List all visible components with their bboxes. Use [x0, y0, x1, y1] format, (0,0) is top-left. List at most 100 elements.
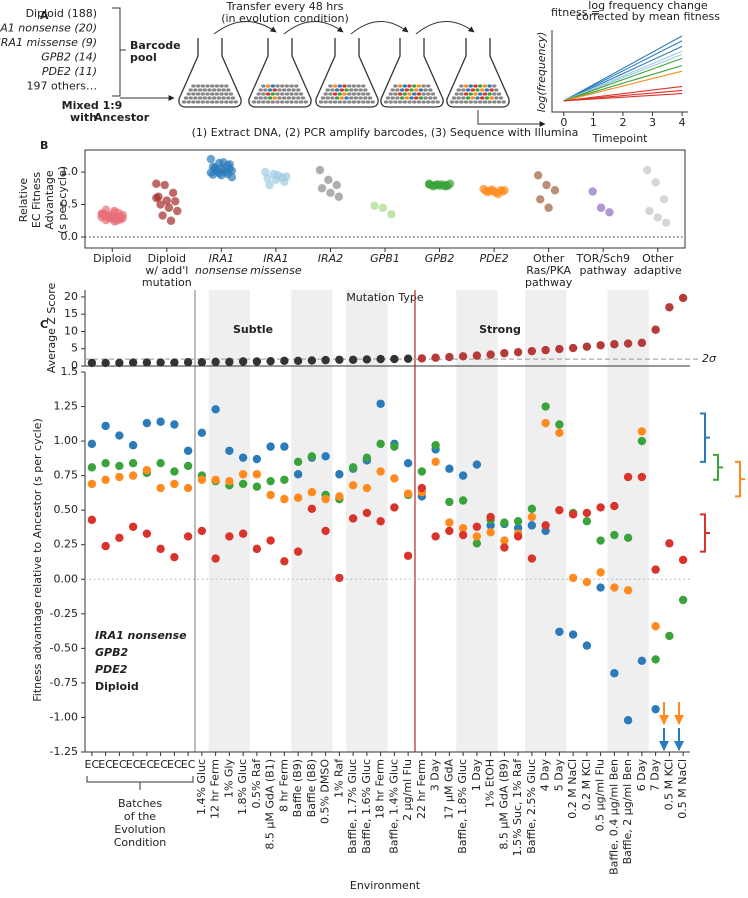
point: [623, 472, 633, 482]
point: [348, 355, 358, 364]
point: [101, 205, 111, 214]
cell: [233, 100, 238, 104]
point: [128, 522, 138, 531]
cell: [349, 96, 354, 100]
point: [596, 536, 605, 545]
pool-entry: IRA1 missense (9): [0, 36, 97, 49]
point: [555, 505, 564, 515]
x-tick-label: 1: [590, 116, 597, 129]
point: [362, 453, 372, 462]
x-tick-label: mutation: [142, 276, 192, 289]
line: [563, 93, 683, 102]
cell: [267, 88, 273, 92]
cell: [363, 88, 368, 92]
cell: [200, 84, 205, 88]
point: [321, 452, 330, 461]
point: [403, 551, 413, 560]
cell: [193, 88, 198, 92]
cell: [390, 88, 395, 92]
cell: [258, 88, 263, 92]
cell: [478, 100, 483, 104]
point: [527, 504, 537, 513]
point: [101, 358, 110, 368]
point: [582, 577, 592, 587]
point: [458, 523, 468, 533]
x-tick-label: 8 hr Ferm: [277, 759, 290, 812]
x-tick-label: GPB2: [425, 252, 455, 265]
cell: [482, 100, 488, 104]
cell: [459, 84, 464, 88]
point: [678, 595, 688, 605]
cell: [404, 96, 409, 100]
x-tick-label: 1% EtOH: [484, 759, 497, 808]
mix-label: with: [70, 111, 97, 124]
mix-label: Mixed 1:9: [62, 99, 123, 112]
point: [307, 356, 317, 365]
annotation: corrected by mean fitness: [576, 10, 720, 23]
cell: [397, 92, 403, 96]
cell: [482, 84, 488, 88]
y-tick-label: 1.0: [61, 165, 79, 178]
point: [582, 508, 592, 518]
cell: [277, 88, 282, 92]
cell: [388, 92, 393, 96]
point: [128, 358, 138, 367]
cell: [188, 96, 193, 100]
point: [651, 325, 660, 334]
x-tick-label: 0: [560, 116, 567, 129]
point: [128, 471, 138, 480]
cell: [451, 96, 457, 100]
cell: [265, 84, 271, 88]
x-tick-label: Baffle, 2 μg/ml Ben: [621, 759, 634, 864]
point: [610, 530, 619, 540]
point: [211, 405, 220, 414]
cell: [195, 92, 201, 96]
cell: [284, 84, 290, 88]
x-tick-label: 2 μg/ml Flu: [401, 759, 414, 821]
cell: [351, 84, 357, 88]
cell: [224, 100, 229, 104]
cell: [412, 84, 417, 88]
point: [445, 497, 454, 507]
point: [431, 441, 440, 450]
point: [183, 446, 193, 455]
cell: [454, 100, 459, 104]
point: [645, 206, 654, 216]
x-tick-label: Diploid: [148, 252, 186, 265]
x-tick-label: EC: [167, 758, 182, 771]
point: [156, 417, 165, 426]
point: [637, 427, 647, 436]
point: [596, 583, 605, 592]
cell: [263, 96, 268, 100]
x-tick-label: 8.5 μM GdA (B9): [497, 759, 510, 850]
cell: [291, 88, 296, 92]
cell: [390, 96, 395, 100]
y-tick-label: 0.0: [61, 230, 79, 243]
cell: [270, 84, 275, 88]
x-tick-label: 6 Day: [635, 759, 648, 792]
point: [403, 354, 413, 363]
cell: [228, 92, 234, 96]
point: [390, 354, 399, 364]
point: [651, 565, 660, 574]
cell: [181, 100, 187, 104]
point: [500, 536, 509, 545]
point: [445, 352, 454, 362]
cell: [353, 96, 359, 100]
point: [441, 182, 451, 191]
point: [568, 630, 578, 639]
point: [197, 526, 207, 536]
cell: [470, 96, 475, 100]
cell: [356, 84, 361, 88]
point: [348, 481, 358, 490]
cell: [423, 88, 428, 92]
y-tick-label: 5: [71, 342, 78, 355]
cell: [454, 92, 459, 96]
point: [115, 461, 124, 471]
cell: [428, 96, 433, 100]
cell: [337, 100, 342, 104]
x-tick-label: IRA1: [263, 252, 288, 265]
legend-entry: GPB2: [95, 646, 128, 659]
cell: [216, 88, 222, 92]
